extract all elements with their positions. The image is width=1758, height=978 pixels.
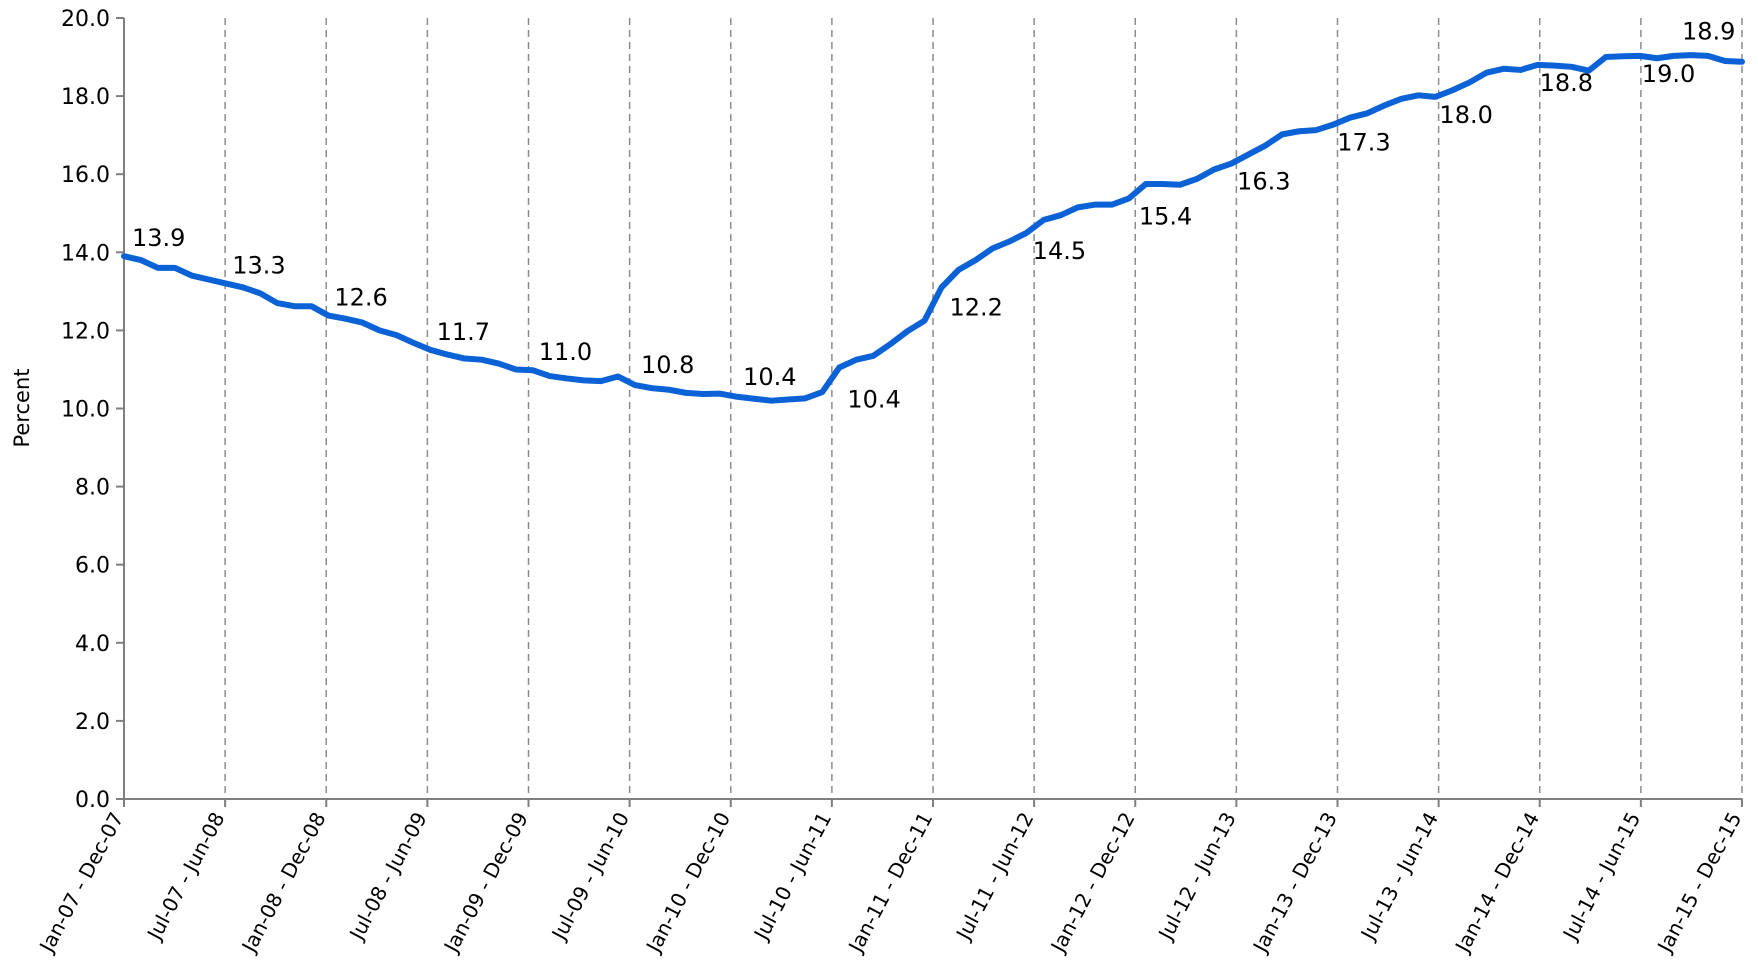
y-tick-label-7: 14.0 (61, 241, 110, 266)
x-tick-label-6: Jan-10 - Dec-10 (640, 808, 735, 958)
data-label-5: 10.8 (641, 351, 694, 379)
y-tick-label-3: 6.0 (75, 554, 110, 579)
y-tick-label-2: 4.0 (75, 632, 110, 657)
x-tick-label-16: Jan-15 - Dec-15 (1652, 808, 1747, 958)
x-tick-label-12: Jan-13 - Dec-13 (1247, 808, 1342, 958)
data-label-14: 18.8 (1540, 69, 1593, 97)
data-label-10: 15.4 (1139, 202, 1192, 230)
x-tick-label-13: Jul-13 - Jun-14 (1355, 808, 1443, 945)
data-label-7: 10.4 (847, 385, 900, 413)
data-label-15: 19.0 (1642, 60, 1695, 88)
x-tick-label-3: Jul-08 - Jun-09 (344, 808, 432, 945)
x-tick-label-9: Jul-11 - Jun-12 (950, 808, 1038, 945)
y-axis-label: Percent (10, 368, 34, 447)
data-label-16: 18.9 (1682, 18, 1735, 46)
data-label-12: 17.3 (1337, 129, 1390, 157)
x-tick-label-2: Jan-08 - Dec-08 (236, 808, 331, 958)
x-tick-label-5: Jul-09 - Jun-10 (546, 808, 634, 945)
y-tick-label-8: 16.0 (61, 163, 110, 188)
y-tick-label-6: 12.0 (61, 319, 110, 344)
data-label-4: 11.0 (539, 338, 592, 366)
y-tick-label-9: 18.0 (61, 85, 110, 110)
y-tick-label-5: 10.0 (61, 398, 110, 423)
vertical-gridlines (224, 18, 1743, 799)
series-group (121, 52, 1745, 404)
data-labels: 13.9 13.3 12.6 11.7 11.0 10.8 10.4 10.4 12.2 14.5… (132, 18, 1735, 414)
x-axis-tick-labels: Jan-07 - Dec-07 Jul-07 - Jun-08 Jan-08 - D… (34, 808, 1747, 958)
data-label-3: 11.7 (437, 318, 490, 346)
data-label-1: 13.3 (232, 252, 285, 280)
x-tick-label-14: Jan-14 - Dec-14 (1449, 808, 1544, 958)
x-tick-label-4: Jan-09 - Dec-09 (438, 808, 533, 958)
data-label-9: 14.5 (1033, 237, 1086, 265)
y-tick-label-1: 2.0 (75, 710, 110, 735)
x-tick-label-1: Jul-07 - Jun-08 (141, 808, 229, 945)
x-tick-label-8: Jan-11 - Dec-11 (843, 808, 938, 958)
data-label-2: 12.6 (334, 284, 387, 312)
series-line (121, 52, 1745, 404)
data-label-11: 16.3 (1237, 168, 1290, 196)
data-label-8: 12.2 (950, 293, 1003, 321)
x-tick-label-0: Jan-07 - Dec-07 (34, 808, 129, 958)
y-tick-label-10: 20.0 (61, 7, 110, 32)
x-tick-label-15: Jul-14 - Jun-15 (1557, 808, 1645, 945)
data-label-0: 13.9 (132, 224, 185, 252)
data-label-6: 10.4 (743, 363, 796, 391)
x-tick-label-10: Jan-12 - Dec-12 (1045, 808, 1140, 958)
data-label-13: 18.0 (1439, 101, 1492, 129)
axes (116, 17, 1743, 807)
x-tick-label-7: Jul-10 - Jun-11 (748, 808, 836, 945)
y-axis-tick-labels: 0.0 2.0 4.0 6.0 8.0 10.0 12.0 14.0 16.0 18.0 20.0 (61, 7, 110, 813)
y-tick-label-0: 0.0 (75, 788, 110, 813)
y-tick-label-4: 8.0 (75, 476, 110, 501)
x-tick-label-11: Jul-12 - Jun-13 (1153, 808, 1241, 945)
